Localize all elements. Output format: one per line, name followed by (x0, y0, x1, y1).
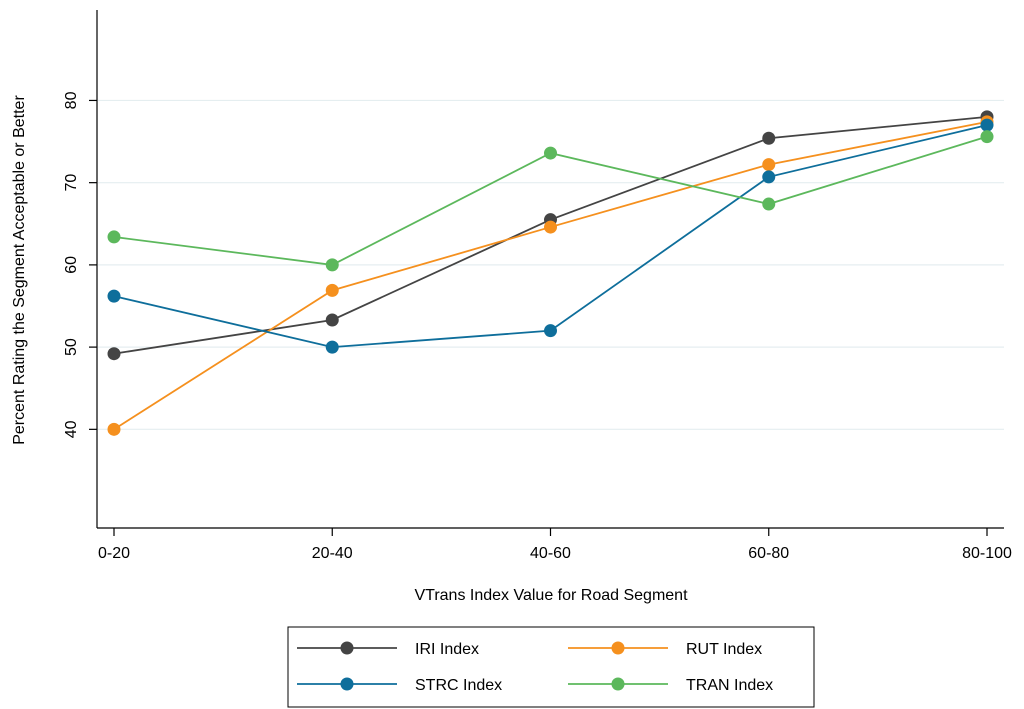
legend-marker (611, 641, 625, 655)
legend-marker (340, 677, 354, 691)
series-strc-index (107, 118, 994, 354)
legend-item-rut-index: RUT Index (568, 641, 762, 658)
data-point-strc-index (107, 289, 121, 303)
data-point-strc-index (544, 324, 557, 338)
x-tick-label: 60-80 (748, 545, 789, 562)
y-tick-label: 50 (63, 338, 80, 356)
series-lines (107, 110, 994, 436)
data-point-tran-index (544, 146, 557, 160)
y-tick-label: 80 (63, 91, 80, 109)
y-tick-label: 70 (63, 174, 80, 192)
legend: IRI Index RUT Index STRC Index TRAN Index (287, 626, 815, 708)
x-tick-label: 0-20 (98, 545, 130, 562)
data-point-strc-index (325, 340, 339, 354)
data-point-iri-index (107, 347, 121, 361)
y-tick-label: 60 (63, 256, 80, 274)
data-point-rut-index (107, 422, 121, 436)
y-axis-title: Percent Rating the Segment Acceptable or… (11, 95, 28, 445)
data-point-rut-index (325, 283, 339, 297)
legend-frame (287, 626, 815, 708)
axes (96, 10, 1004, 529)
y-ticks: 40 50 60 70 80 (63, 91, 97, 438)
legend-item-strc-index: STRC Index (297, 677, 502, 694)
legend-item-iri-index: IRI Index (297, 641, 479, 658)
data-point-rut-index (762, 158, 776, 172)
y-tick-label: 40 (63, 420, 80, 438)
data-point-tran-index (762, 197, 776, 211)
legend-item-tran-index: TRAN Index (568, 677, 773, 694)
series-line-rut-index (113, 120, 988, 431)
data-point-iri-index (762, 131, 776, 145)
gridlines (98, 99, 1004, 430)
legend-label: STRC Index (415, 677, 502, 694)
data-point-tran-index (325, 258, 339, 272)
series-tran-index (107, 130, 994, 272)
legend-marker (340, 641, 354, 655)
data-point-strc-index (762, 170, 776, 184)
legend-label: RUT Index (686, 641, 762, 658)
legend-marker (611, 677, 625, 691)
x-tick-label: 20-40 (312, 545, 353, 562)
series-rut-index (107, 115, 994, 436)
data-point-tran-index (980, 130, 994, 144)
x-axis-title: VTrans Index Value for Road Segment (414, 587, 688, 604)
data-point-strc-index (980, 118, 994, 132)
data-point-tran-index (107, 230, 121, 244)
x-ticks: 0-20 20-40 40-60 60-80 80-100 (98, 528, 1012, 562)
x-tick-label: 40-60 (530, 545, 571, 562)
legend-label: TRAN Index (686, 677, 773, 694)
data-point-iri-index (325, 313, 339, 327)
x-tick-label: 80-100 (962, 545, 1012, 562)
data-point-rut-index (544, 220, 557, 234)
legend-label: IRI Index (415, 641, 479, 658)
